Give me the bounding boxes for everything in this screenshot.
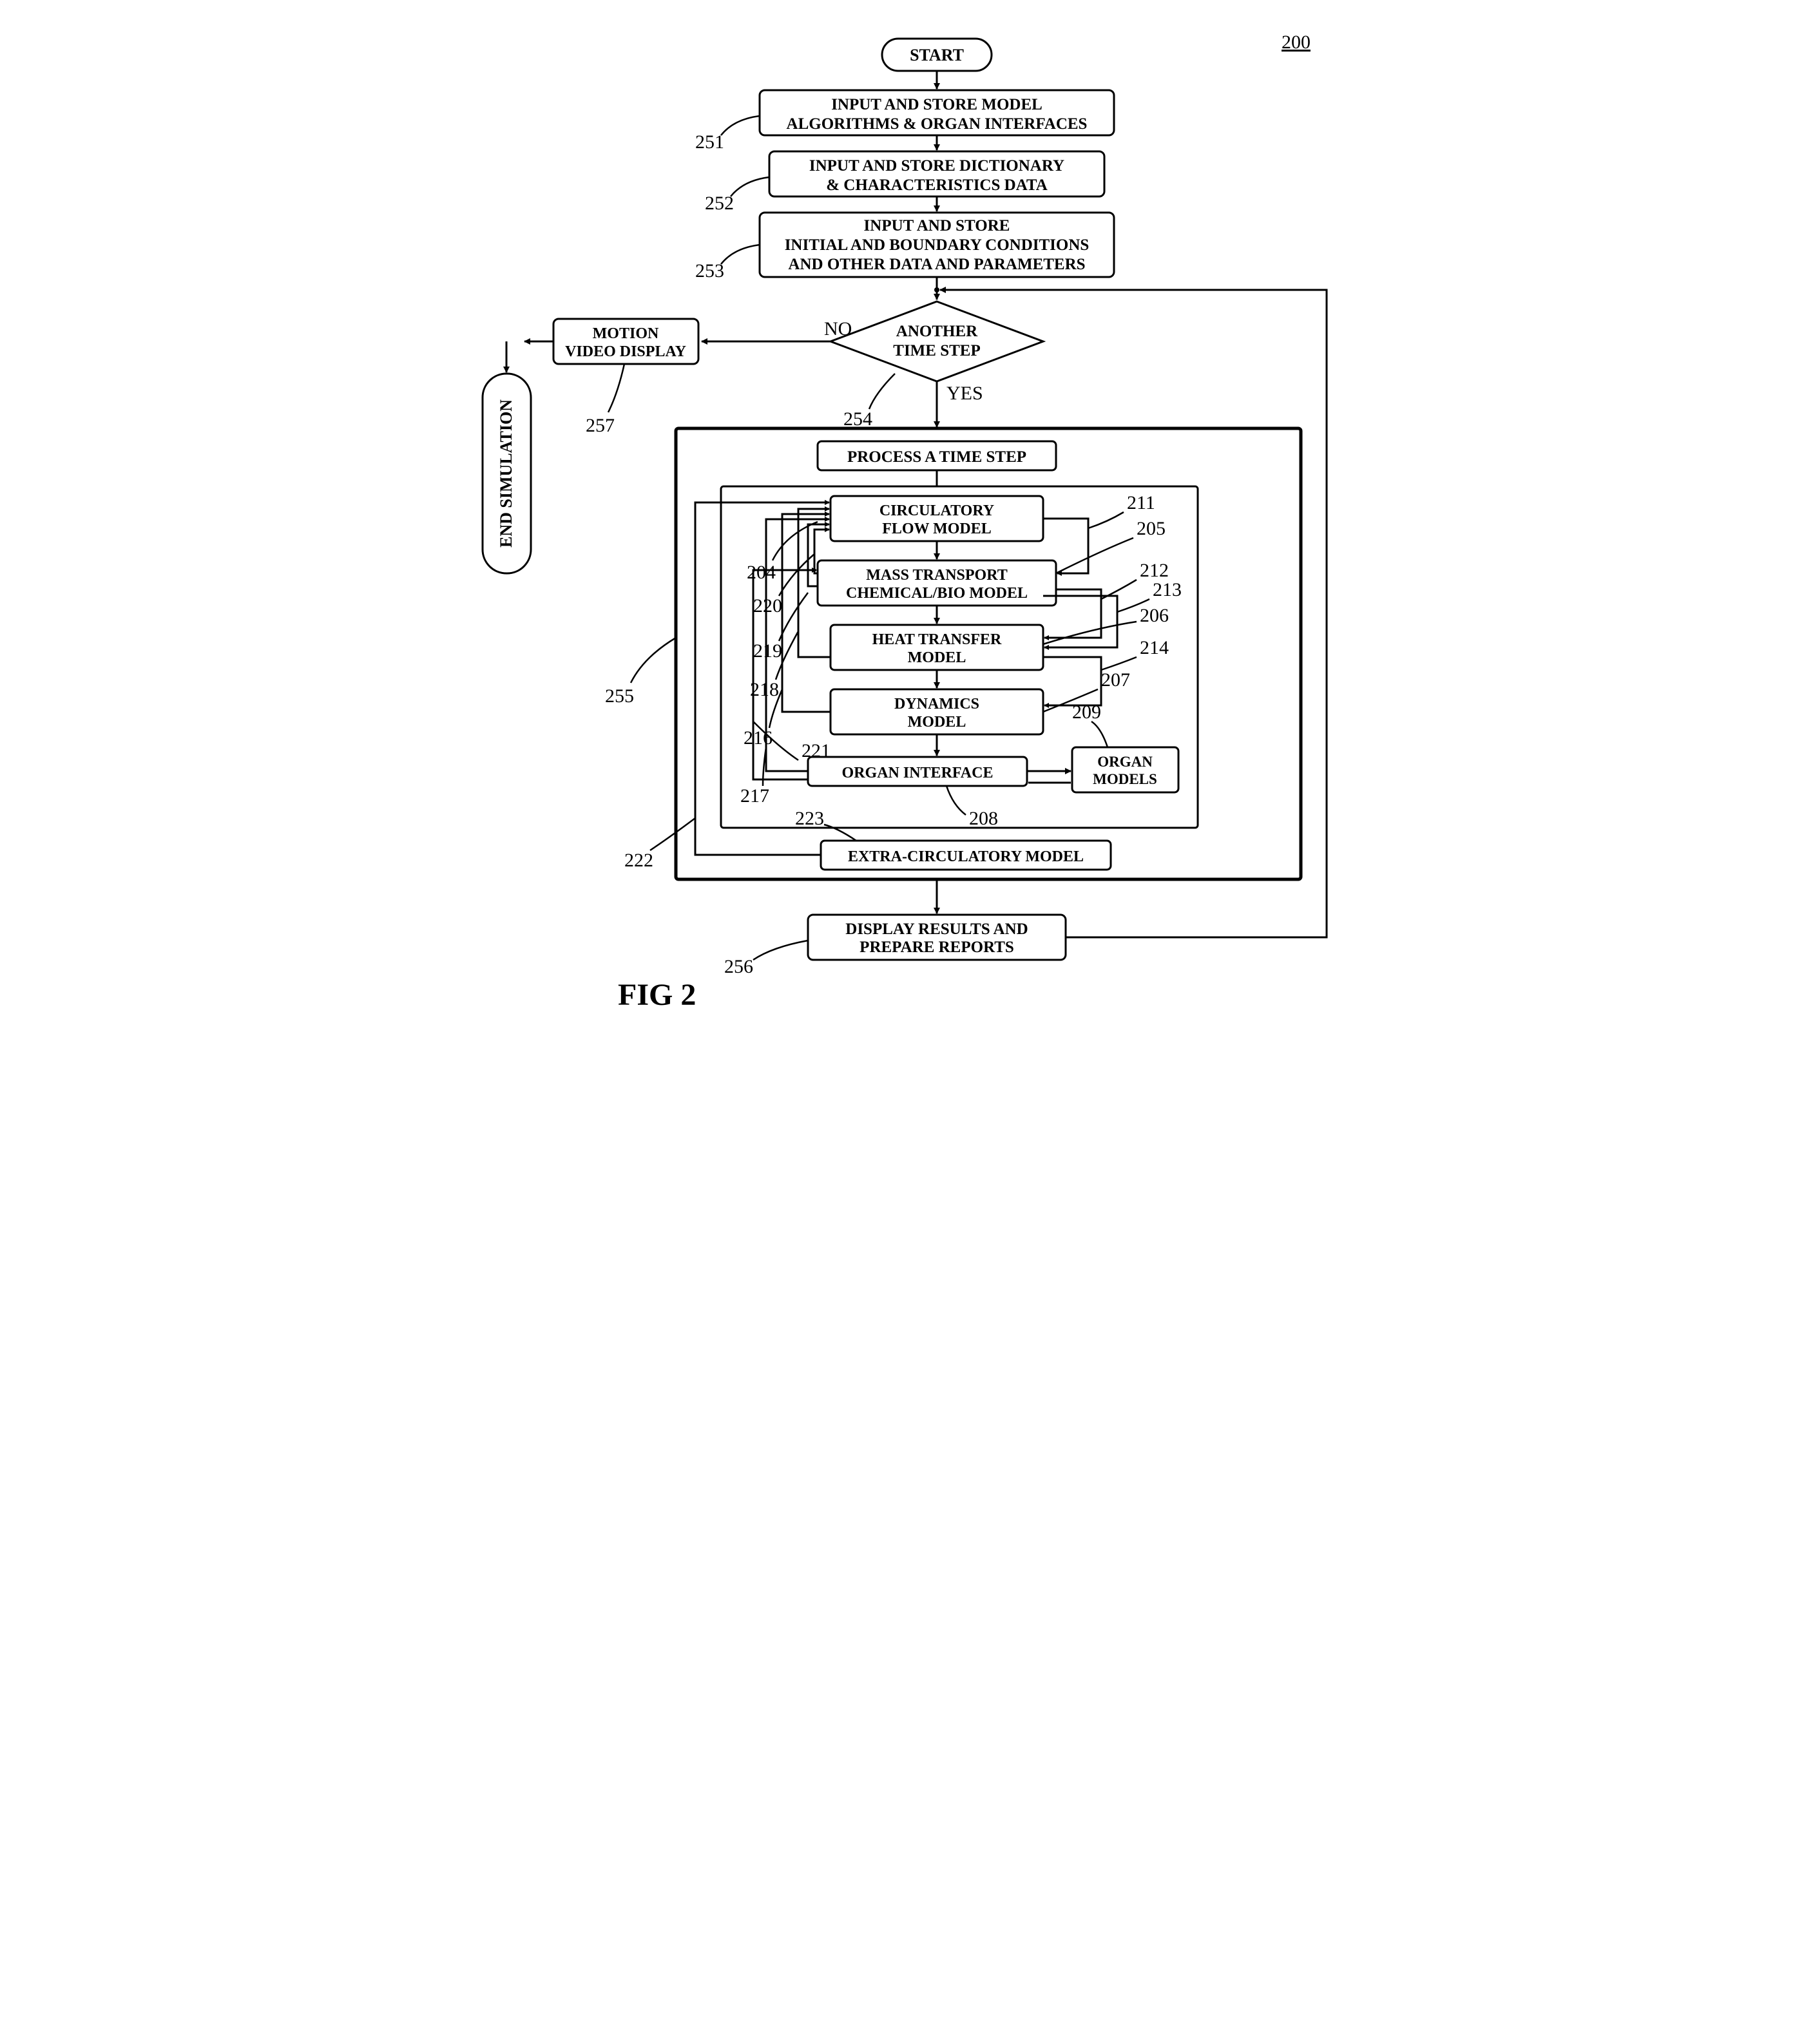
b205-l1: MASS TRANSPORT xyxy=(866,567,1007,584)
b253-l3: AND OTHER DATA AND PARAMETERS xyxy=(788,256,1085,273)
terminal-start: START xyxy=(882,39,992,71)
block-256: DISPLAY RESULTS AND PREPARE REPORTS xyxy=(808,915,1066,960)
no-label: NO xyxy=(824,318,852,339)
ref-212: 212 xyxy=(1140,560,1169,581)
leader-255 xyxy=(631,638,676,683)
block-206: HEAT TRANSFER MODEL xyxy=(831,625,1043,670)
om-l1: ORGAN xyxy=(1097,754,1153,770)
ref-222: 222 xyxy=(624,850,653,871)
ts-l1: PROCESS A TIME STEP xyxy=(847,448,1026,466)
ref-254: 254 xyxy=(843,408,872,430)
leader-251 xyxy=(721,116,760,135)
block-process-timestep: PROCESS A TIME STEP xyxy=(818,441,1056,470)
oi-l1: ORGAN INTERFACE xyxy=(841,765,993,781)
ref-219: 219 xyxy=(753,640,782,662)
decision-254: ANOTHER TIME STEP xyxy=(831,301,1043,381)
ref-207: 207 xyxy=(1101,669,1130,691)
leader-254 xyxy=(869,374,895,409)
ref-213: 213 xyxy=(1153,579,1182,600)
b257-l1: MOTION xyxy=(592,325,658,342)
ref-220: 220 xyxy=(753,595,782,616)
ref-221: 221 xyxy=(802,740,831,761)
ref-205: 205 xyxy=(1137,518,1166,539)
b256-l2: PREPARE REPORTS xyxy=(859,939,1014,956)
b252-l1: INPUT AND STORE DICTIONARY xyxy=(809,157,1064,175)
ref-223: 223 xyxy=(795,808,824,829)
b253-l1: INPUT AND STORE xyxy=(863,217,1010,234)
block-257: MOTION VIDEO DISPLAY xyxy=(553,319,698,364)
flowchart-diagram: 200 START INPUT AND STORE MODEL ALGORITH… xyxy=(457,13,1359,1031)
ref-218: 218 xyxy=(750,679,779,700)
ref-256: 256 xyxy=(724,956,753,977)
ref-200: 200 xyxy=(1282,32,1311,53)
ref-217: 217 xyxy=(740,785,769,807)
ref-206: 206 xyxy=(1140,605,1169,626)
b253-l2: INITIAL AND BOUNDARY CONDITIONS xyxy=(784,236,1089,254)
leader-256 xyxy=(753,941,808,960)
ref-208: 208 xyxy=(969,808,998,829)
b254-l2: TIME STEP xyxy=(893,342,980,359)
block-organ-interface: ORGAN INTERFACE xyxy=(808,757,1027,786)
b206-l2: MODEL xyxy=(907,649,966,666)
b256-l1: DISPLAY RESULTS AND xyxy=(845,921,1028,938)
b254-l1: ANOTHER xyxy=(896,323,977,340)
junction-dot xyxy=(934,287,939,292)
b207-l1: DYNAMICS xyxy=(894,696,979,712)
block-organ-models: ORGAN MODELS xyxy=(1072,747,1178,792)
b204-l1: CIRCULATORY xyxy=(879,502,994,519)
figure-label: FIG 2 xyxy=(618,978,696,1012)
leader-252 xyxy=(731,177,769,196)
yes-label: YES xyxy=(946,383,983,404)
terminal-end: END SIMULATION xyxy=(483,374,531,573)
ref-255: 255 xyxy=(605,685,634,707)
ref-257: 257 xyxy=(586,415,615,436)
ref-216: 216 xyxy=(744,727,773,749)
block-extra-circulatory: EXTRA-CIRCULATORY MODEL xyxy=(821,841,1111,870)
block-205: MASS TRANSPORT CHEMICAL/BIO MODEL xyxy=(818,560,1056,606)
b252-l2: & CHARACTERISTICS DATA xyxy=(826,177,1048,194)
om-l2: MODELS xyxy=(1093,771,1157,787)
b205-l2: CHEMICAL/BIO MODEL xyxy=(845,585,1027,602)
start-label: START xyxy=(910,46,964,64)
ec-l1: EXTRA-CIRCULATORY MODEL xyxy=(847,848,1083,865)
ref-214: 214 xyxy=(1140,637,1169,658)
b251-l1: INPUT AND STORE MODEL xyxy=(831,96,1042,113)
block-204: CIRCULATORY FLOW MODEL xyxy=(831,496,1043,541)
b204-l2: FLOW MODEL xyxy=(882,521,992,537)
block-207: DYNAMICS MODEL xyxy=(831,689,1043,734)
leader-257 xyxy=(608,364,624,412)
ref-211: 211 xyxy=(1127,492,1155,513)
b206-l1: HEAT TRANSFER xyxy=(872,631,1001,648)
ref-251: 251 xyxy=(695,131,724,153)
b251-l2: ALGORITHMS & ORGAN INTERFACES xyxy=(786,115,1087,133)
ref-204: 204 xyxy=(747,562,776,583)
ref-252: 252 xyxy=(705,193,734,214)
block-253: INPUT AND STORE INITIAL AND BOUNDARY CON… xyxy=(760,213,1114,277)
end-label: END SIMULATION xyxy=(497,399,515,548)
ref-253: 253 xyxy=(695,260,724,282)
b207-l2: MODEL xyxy=(907,714,966,731)
block-251: INPUT AND STORE MODEL ALGORITHMS & ORGAN… xyxy=(760,90,1114,135)
b257-l2: VIDEO DISPLAY xyxy=(565,343,686,360)
block-252: INPUT AND STORE DICTIONARY & CHARACTERIS… xyxy=(769,151,1104,196)
leader-253 xyxy=(721,245,760,264)
